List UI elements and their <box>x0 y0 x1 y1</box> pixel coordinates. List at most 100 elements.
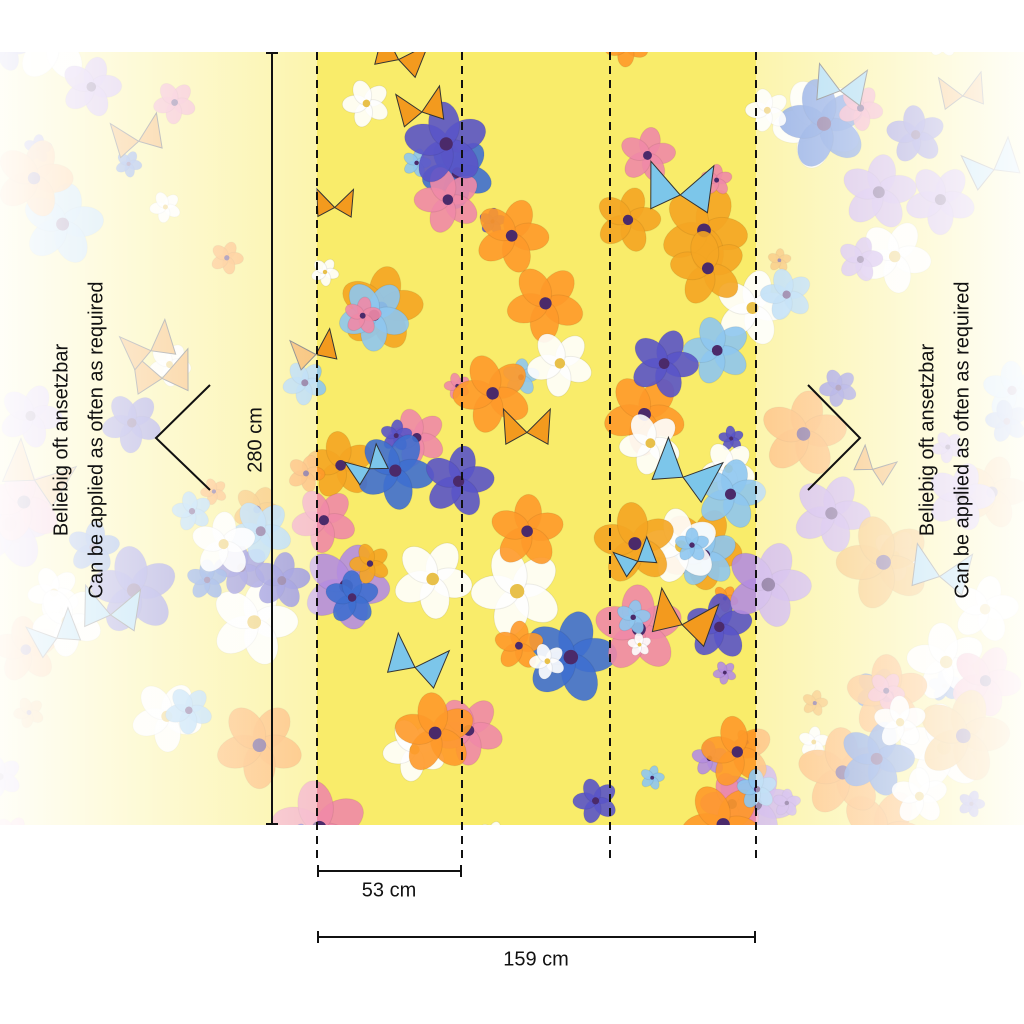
flower <box>593 501 674 582</box>
wing <box>681 603 720 648</box>
petal <box>10 828 33 846</box>
flower-center <box>650 775 655 780</box>
note-line: Can be applied as often as required <box>85 282 107 599</box>
petal <box>488 821 501 825</box>
petal <box>293 834 305 849</box>
flower-center <box>521 525 533 538</box>
flower-center <box>539 297 552 310</box>
panel-width-label: 53 cm <box>362 879 416 901</box>
wing <box>316 187 336 218</box>
flower <box>674 527 710 561</box>
petal <box>604 52 629 57</box>
flower <box>452 355 529 433</box>
flower <box>394 542 473 620</box>
flower-center <box>872 824 892 844</box>
flower <box>680 786 764 825</box>
flower-center <box>46 34 60 48</box>
petal <box>491 830 507 842</box>
flower-center <box>359 312 366 319</box>
flower-center <box>515 641 523 650</box>
wing <box>526 407 551 446</box>
wing <box>394 93 423 128</box>
flower-center <box>592 797 600 805</box>
flower <box>425 445 495 516</box>
wing <box>374 52 400 65</box>
flower-center <box>711 345 723 356</box>
wing <box>343 461 371 486</box>
chevron-left <box>154 384 211 491</box>
butterfly <box>612 535 658 578</box>
fade-right <box>756 52 1024 825</box>
left-note: Beliebig oft ansetzbar Can be applied as… <box>50 282 107 599</box>
flower <box>349 543 389 585</box>
flower-center <box>622 40 632 50</box>
note-line: Can be applied as often as required <box>951 282 973 599</box>
flower-center <box>8 831 16 839</box>
petal <box>837 824 886 825</box>
flower-center <box>505 229 518 242</box>
flower-center <box>426 572 439 586</box>
petal <box>0 828 15 849</box>
butterfly <box>650 159 715 214</box>
flower-center <box>714 621 725 633</box>
flower <box>380 419 413 451</box>
flower <box>341 79 389 128</box>
petal <box>8 12 60 57</box>
flower <box>640 765 665 790</box>
wing <box>333 188 355 218</box>
petal <box>50 52 96 53</box>
flower-center <box>637 642 642 647</box>
flower-center <box>489 832 495 838</box>
petal <box>2 52 32 55</box>
total-width-dimension: 159 cm <box>317 931 756 970</box>
flower <box>526 333 592 398</box>
flower-center <box>322 269 328 275</box>
flower-center <box>622 214 634 226</box>
petal <box>477 830 495 847</box>
flower <box>358 434 435 510</box>
flower <box>325 570 379 622</box>
flower-center <box>940 38 945 43</box>
flower-center <box>554 358 566 369</box>
petal <box>487 833 501 850</box>
flower <box>344 296 382 334</box>
fade-left <box>0 52 317 825</box>
flower-center <box>393 433 399 439</box>
flower <box>413 166 478 233</box>
flower-center <box>318 515 330 526</box>
wing <box>679 164 715 214</box>
flower-center <box>724 488 737 500</box>
butterfly <box>651 586 720 648</box>
flower <box>506 268 584 344</box>
flower-center <box>335 459 346 471</box>
petal <box>0 16 21 48</box>
petal <box>285 824 301 840</box>
flower-center <box>645 438 656 449</box>
flower-center <box>729 436 734 441</box>
flower <box>604 40 649 68</box>
flower-center <box>295 833 300 838</box>
flower <box>478 199 550 273</box>
flower-center <box>544 658 551 665</box>
right-note: Beliebig oft ansetzbar Can be applied as… <box>916 282 973 599</box>
flower <box>528 643 565 680</box>
wing <box>651 586 683 633</box>
wing <box>682 461 725 504</box>
flower <box>633 330 700 398</box>
petal <box>0 22 11 54</box>
petal <box>941 31 961 47</box>
petal <box>297 831 311 841</box>
flower <box>394 692 474 771</box>
wing <box>386 631 416 673</box>
wing <box>421 84 445 120</box>
flower-center <box>0 40 10 50</box>
flower-center <box>442 194 454 205</box>
wing <box>650 159 682 210</box>
butterfly <box>316 187 355 218</box>
wing <box>502 407 528 446</box>
flower <box>627 632 652 656</box>
petal <box>694 786 731 825</box>
flower-center <box>689 542 695 548</box>
flower-center <box>714 177 720 183</box>
